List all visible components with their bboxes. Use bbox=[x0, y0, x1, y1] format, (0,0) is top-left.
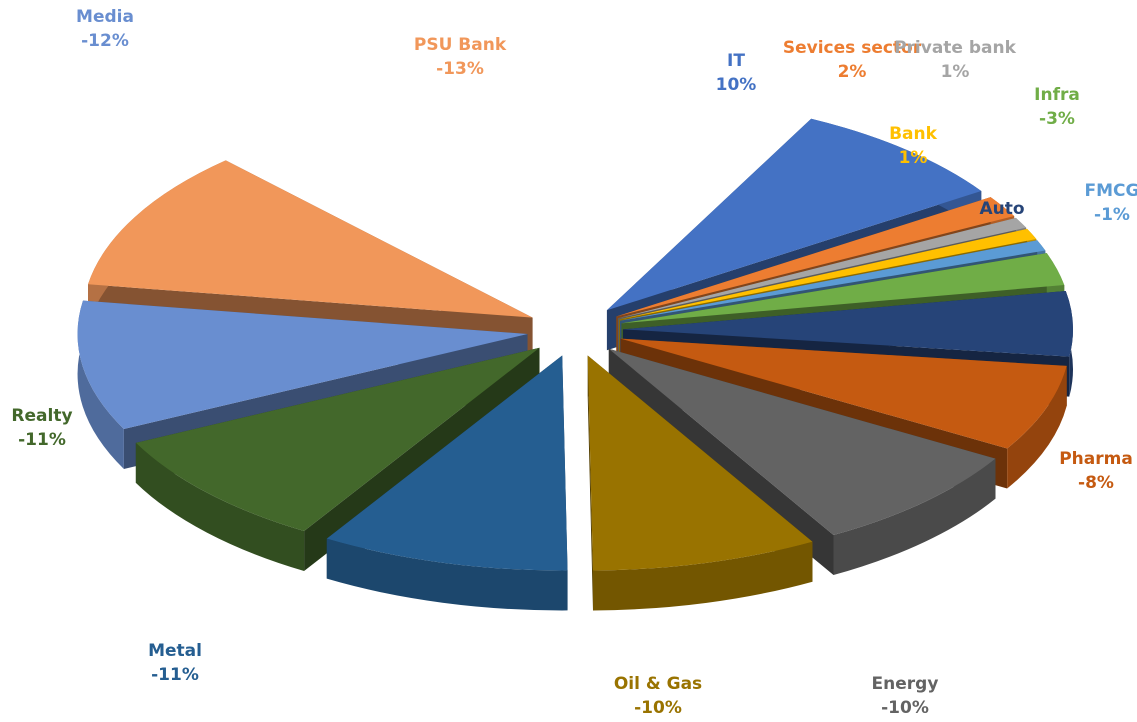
slice-label-oil-gas: Oil & Gas bbox=[614, 674, 702, 694]
slice-label-private-bank: Private bank bbox=[894, 38, 1017, 58]
slice-value-infra: -3% bbox=[1039, 109, 1075, 129]
slice-label-auto: Auto bbox=[979, 199, 1024, 219]
slice-value-it: 10% bbox=[716, 75, 757, 95]
slice-oil-gas bbox=[587, 355, 813, 611]
slice-side-psu-bank bbox=[88, 160, 533, 358]
slice-value-pharma: -8% bbox=[1078, 473, 1114, 493]
slice-rim-oil-gas bbox=[592, 541, 813, 611]
slice-value-energy: -10% bbox=[881, 698, 929, 718]
slice-value-oil-gas: -10% bbox=[634, 698, 682, 718]
slice-label-realty: Realty bbox=[11, 406, 72, 426]
slice-top-bank bbox=[619, 228, 1037, 320]
slice-top-energy bbox=[608, 348, 996, 536]
slice-media bbox=[77, 300, 528, 470]
slice-top-psu-bank bbox=[88, 160, 533, 318]
slice-value-private-bank: 1% bbox=[941, 62, 970, 82]
slice-value-psu-bank: -13% bbox=[436, 59, 484, 79]
slice-label-it: IT bbox=[727, 51, 745, 71]
labels-group: IT 10% Sevices sector 2% Private bank 1% Bank 1… bbox=[11, 7, 1137, 718]
slice-top-pharma bbox=[620, 338, 1067, 449]
slice-value-bank: 1% bbox=[899, 148, 928, 168]
slice-label-sevices-sector: Sevices sector bbox=[783, 38, 922, 58]
slice-top-oil-gas bbox=[587, 355, 813, 571]
slice-label-energy: Energy bbox=[872, 674, 939, 694]
slice-psu-bank bbox=[88, 160, 533, 358]
slice-value-media: -12% bbox=[81, 31, 129, 51]
slice-label-pharma: Pharma bbox=[1059, 449, 1133, 469]
slice-metal bbox=[326, 355, 568, 611]
slice-top-metal bbox=[326, 355, 568, 571]
slice-rim-realty bbox=[135, 442, 305, 572]
slice-value-realty: -11% bbox=[18, 430, 66, 450]
slices-group bbox=[77, 118, 1073, 611]
slice-top-media bbox=[77, 300, 528, 430]
slice-top-it bbox=[606, 118, 982, 311]
slice-rim-media bbox=[77, 300, 124, 470]
slice-label-bank: Bank bbox=[889, 124, 938, 144]
slice-value-metal: -11% bbox=[151, 665, 199, 685]
slice-value-sevices-sector: 2% bbox=[838, 62, 867, 82]
slice-rim-metal bbox=[326, 538, 568, 611]
slice-label-metal: Metal bbox=[148, 641, 202, 661]
slice-value-fmcg: -1% bbox=[1094, 205, 1130, 225]
slice-top-private-bank bbox=[618, 217, 1027, 319]
slice-energy bbox=[608, 348, 996, 576]
slice-label-media: Media bbox=[76, 7, 134, 27]
slice-top-auto bbox=[622, 290, 1073, 357]
slice-rim-pharma bbox=[1007, 365, 1067, 489]
slice-rim-energy bbox=[833, 458, 996, 576]
slice-label-psu-bank: PSU Bank bbox=[414, 35, 507, 55]
slice-top-fmcg bbox=[619, 240, 1046, 321]
slice-label-fmcg: FMCG bbox=[1085, 181, 1137, 201]
slice-realty bbox=[135, 347, 540, 572]
slice-top-sevices-sector bbox=[616, 197, 1015, 317]
slice-label-infra: Infra bbox=[1034, 85, 1080, 105]
slice-top-realty bbox=[135, 347, 540, 532]
slice-top-infra bbox=[621, 253, 1065, 324]
